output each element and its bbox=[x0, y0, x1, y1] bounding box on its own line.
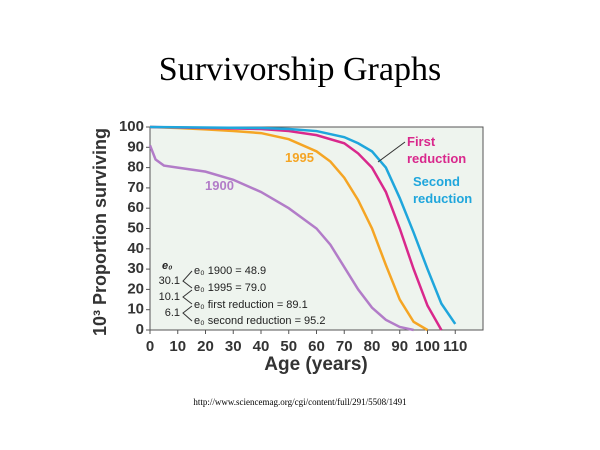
x-tick-label: 40 bbox=[253, 338, 270, 355]
source: http://www.sciencemag.org/cgi/content/fu… bbox=[193, 397, 406, 407]
x-tick-label: 110 bbox=[443, 338, 467, 355]
x-tick-label: 60 bbox=[308, 338, 325, 355]
x-tick-label: 20 bbox=[197, 338, 214, 355]
x-tick-label: 90 bbox=[391, 338, 408, 355]
annotation: e₀ second reduction = 95.2 bbox=[194, 315, 325, 327]
series-label: 1995 bbox=[285, 150, 314, 165]
y-tick-label: 70 bbox=[127, 179, 144, 196]
annotation: e₀ bbox=[162, 260, 172, 272]
y-tick-label: 0 bbox=[136, 321, 144, 338]
y-tick-label: 90 bbox=[127, 138, 144, 155]
series-label: First reduction bbox=[407, 134, 466, 166]
y-tick-label: 10 bbox=[127, 301, 144, 318]
bracket bbox=[182, 270, 193, 322]
x-tick-label: 30 bbox=[225, 338, 242, 355]
x-tick-label: 50 bbox=[280, 338, 297, 355]
y-tick-label: 80 bbox=[127, 159, 144, 176]
x-tick-label: 70 bbox=[336, 338, 353, 355]
x-tick-label: 80 bbox=[364, 338, 381, 355]
pointer bbox=[377, 141, 406, 163]
title: Survivorship Graphs bbox=[159, 51, 441, 88]
y-tick-label: 50 bbox=[127, 219, 144, 236]
series-label: 1900 bbox=[205, 178, 234, 193]
survival-curve bbox=[149, 125, 457, 325]
annotation: 6.1 bbox=[165, 307, 180, 319]
annotation: 10.1 bbox=[159, 291, 180, 303]
y-tick-label: 60 bbox=[127, 199, 144, 216]
survival-curve bbox=[148, 144, 414, 332]
y-tick-label: 100 bbox=[119, 118, 144, 135]
y-tick-label: 20 bbox=[127, 280, 144, 297]
y-axis-label: 10³ Proportion surviving bbox=[90, 128, 110, 336]
x-tick-label: 10 bbox=[169, 338, 186, 355]
y-tick-label: 30 bbox=[127, 260, 144, 277]
annotation: 30.1 bbox=[159, 275, 180, 287]
x-tick-label: 0 bbox=[146, 338, 154, 355]
x-axis-label: Age (years) bbox=[264, 354, 368, 375]
y-tick-label: 40 bbox=[127, 240, 144, 257]
series-label: Second reduction bbox=[413, 174, 472, 206]
x-tick-label: 100 bbox=[415, 338, 440, 355]
annotation: e₀ first reduction = 89.1 bbox=[194, 299, 308, 311]
annotation: e₀ 1995 = 79.0 bbox=[194, 282, 266, 294]
annotation: e₀ 1900 = 48.9 bbox=[194, 265, 266, 277]
survival-curve bbox=[149, 125, 429, 332]
